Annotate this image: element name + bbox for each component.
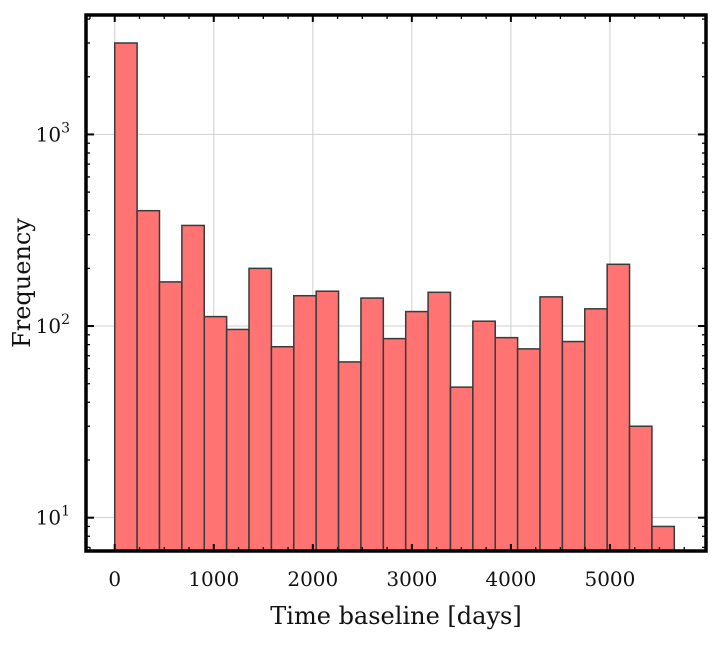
- y-axis-label: Frequency: [8, 218, 36, 348]
- histogram-bar: [628, 425, 653, 552]
- histogram-bar: [360, 297, 385, 552]
- histogram-bar: [539, 296, 564, 552]
- histogram-bar: [270, 345, 295, 552]
- x-tick-label: 5000: [584, 567, 635, 591]
- histogram-bar: [293, 294, 317, 552]
- histogram-bar: [203, 315, 228, 552]
- x-tick-label: 2000: [287, 567, 338, 591]
- histogram-bar: [449, 386, 474, 552]
- plot-frame: [84, 13, 708, 553]
- histogram-bar: [136, 209, 161, 552]
- x-tick-label: 1000: [188, 567, 239, 591]
- y-tick-label: 102: [36, 312, 70, 338]
- histogram-bar: [472, 320, 496, 552]
- y-tick-label: 101: [36, 504, 70, 530]
- histogram-bar: [561, 340, 586, 552]
- x-axis-label: Time baseline [days]: [270, 602, 521, 630]
- histogram-bar: [337, 361, 362, 552]
- histogram-bar: [427, 291, 452, 552]
- histogram-bar: [248, 267, 273, 552]
- x-tick-label: 3000: [386, 567, 437, 591]
- histogram-bar: [382, 337, 407, 552]
- x-tick-label: 4000: [485, 567, 536, 591]
- histogram-bar: [225, 328, 250, 552]
- histogram-bar: [404, 310, 429, 552]
- x-tick-label: 0: [108, 567, 121, 591]
- y-tick-label: 103: [36, 120, 70, 146]
- histogram-bar: [516, 348, 541, 552]
- histogram-bar: [651, 525, 676, 552]
- histogram-bar: [113, 42, 138, 552]
- histogram-bar: [158, 281, 183, 552]
- histogram-bar: [606, 263, 631, 552]
- histogram-bar: [584, 308, 608, 552]
- x-tick-labels: 0 1000 2000 3000 4000 5000: [108, 567, 635, 591]
- histogram-bars: [113, 42, 676, 552]
- histogram-bar: [315, 290, 340, 552]
- histogram-bar: [181, 224, 206, 552]
- histogram-bar: [494, 336, 519, 552]
- y-tick-labels: 101 102 103: [36, 120, 70, 529]
